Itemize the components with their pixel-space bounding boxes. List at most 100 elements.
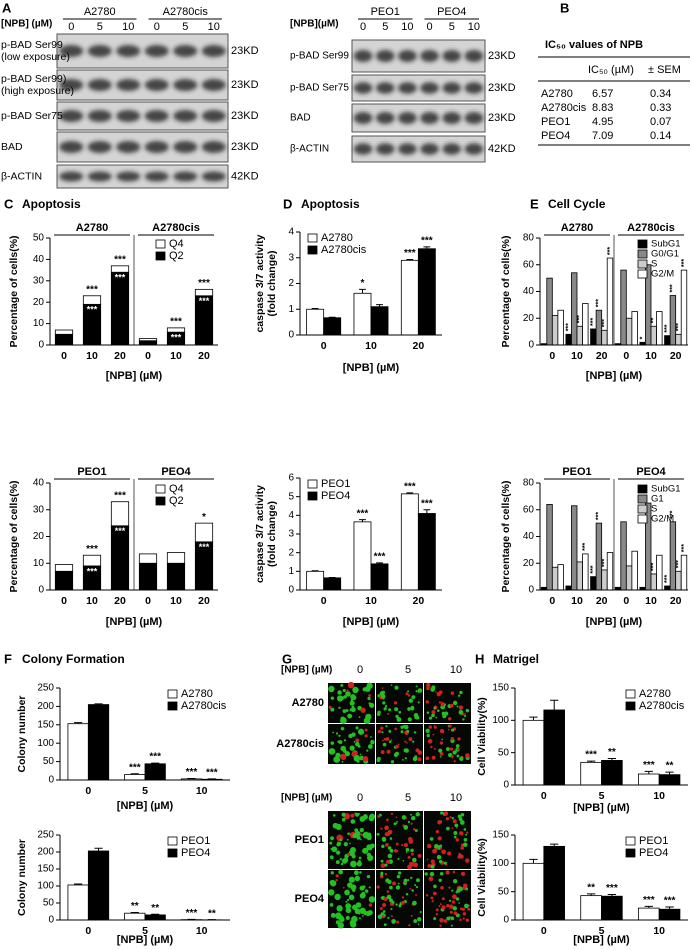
y-tick-label: 0 [288,330,294,341]
blot-band [420,82,439,94]
cell-spot [415,685,418,688]
cell-spot [459,918,462,922]
error-bar [406,492,414,494]
table-header: ± SEM [648,64,681,76]
significance: ** [608,747,616,758]
x-tick-label: 10 [196,785,208,797]
cell-spot [383,737,387,741]
y-tick-label: 0 [503,780,509,791]
group-label: PEO4 [636,466,666,478]
cell-spot [453,831,458,835]
y-tick-label: 0 [38,340,44,351]
cell-spot [460,871,466,877]
y-axis-label: Percentage of cells(%) [500,480,512,592]
x-tick-label: 0 [541,790,547,802]
cell-spot [408,737,413,741]
cell-spot [395,903,398,906]
bar [138,338,158,342]
cell-spot [386,818,389,822]
legend-swatch [307,245,318,255]
cell-spot [448,724,452,728]
cell-spot [448,717,452,721]
y-tick-label: 100 [492,715,509,726]
table-cell: 0.07 [650,116,671,128]
cell-spot [387,853,393,859]
significance: *** [206,768,218,779]
cell-spot [382,701,386,705]
cell-spot [464,712,466,715]
legend-swatch [625,689,636,699]
error-bar [423,246,431,249]
error-bar [94,703,103,705]
y-tick-label: 0 [48,775,54,786]
error-bar [607,894,617,897]
y-tick-label: 50 [33,233,45,244]
cell-spot [465,858,470,863]
y-tick-label: 60 [523,259,535,270]
y-axis-label: (fold change) [266,501,278,567]
bar [631,550,638,591]
cell-spot [428,876,434,882]
y-tick-label: 3 [288,252,294,263]
cell-spot [446,826,450,831]
y-tick-label: 20 [33,297,45,308]
cell-spot [434,843,439,849]
y-tick-label: 100 [492,858,509,869]
bar [306,570,325,591]
cell-spot [412,740,415,743]
cell-line-label: A2780cis [163,6,209,18]
significance: *** [670,284,677,292]
cell-spot [441,849,446,855]
cell-spot [413,713,419,718]
cell-spot [462,886,467,891]
bar [417,248,436,336]
blot-band [59,45,84,57]
table-cell: PEO4 [541,130,570,142]
cell-spot [439,847,443,850]
cell-spot [412,900,417,906]
bar [54,570,74,591]
legend-label: S [651,504,657,515]
cell-spot [333,814,336,817]
bar [400,493,419,591]
cell-spot [458,817,463,821]
cell-spot [388,708,392,712]
cell-spot [346,838,349,841]
significance: *** [374,552,386,563]
cell-spot [341,858,348,864]
blot-membrane [56,164,229,189]
blot-membrane [351,39,486,73]
cell-spot [387,846,392,850]
cell-spot [462,718,465,721]
cell-spot [382,742,387,747]
blot-membrane [56,131,229,163]
blot-band [442,112,462,124]
blot-row-label: p-BAD Ser75 [1,110,63,122]
significance: *** [651,563,658,571]
y-tick-label: 4 [288,510,294,521]
cell-spot [364,734,368,738]
cell-spot [350,813,355,818]
cell-spot [417,701,420,704]
significance: ** [587,883,595,894]
panel-letter: E [530,196,539,211]
cell-spot [397,871,402,875]
bar [522,862,545,921]
significance: *** [590,565,597,573]
cell-spot [439,918,444,923]
bar [606,552,614,591]
x-tick-label: 5 [599,790,605,802]
bar [620,521,627,591]
cell-spot [360,707,366,713]
cell-spot [452,750,457,755]
error-bar [665,771,674,775]
cell-spot [359,753,362,756]
bar [650,573,657,591]
cell-spot [427,739,433,744]
cell-spot [395,885,401,890]
bar [582,553,589,591]
cell-spot [332,731,335,734]
dose: 5 [382,21,388,33]
significance: *** [582,542,589,550]
cell-spot [386,859,391,864]
